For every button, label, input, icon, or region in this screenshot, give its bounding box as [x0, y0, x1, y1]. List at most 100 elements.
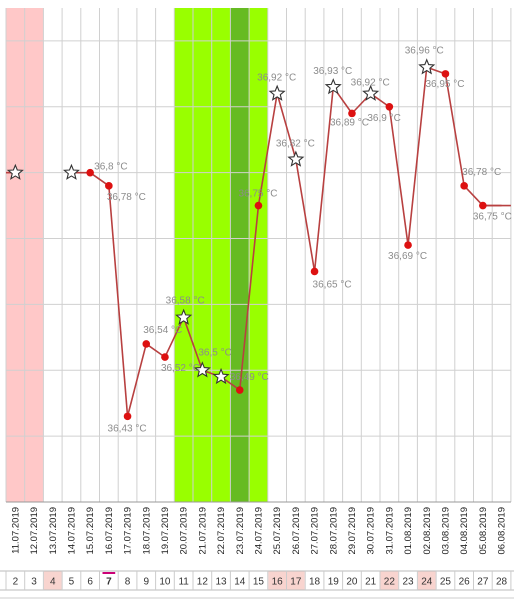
star-point	[193, 361, 211, 378]
cycle-day-label: 2	[13, 577, 19, 588]
data-label: 36,75 °C	[238, 189, 277, 200]
data-label: 36,96 °C	[405, 45, 444, 56]
star-point	[6, 163, 24, 180]
x-tick-label: 19.07.2019	[160, 507, 171, 555]
band-fertile	[174, 8, 268, 502]
data-labels: 36,8 °C 36,78 °C 36,43 °C 36,54 °C 36,52 °C 3…	[94, 45, 512, 434]
x-tick-label: 17.07.2019	[123, 507, 134, 555]
star-point	[212, 367, 230, 385]
series-line	[6, 66, 511, 417]
grid	[5, 8, 512, 503]
day-highlight	[380, 571, 399, 590]
data-label: 36,78 °C	[107, 192, 146, 203]
x-tick-label: 21.07.2019	[197, 507, 208, 555]
x-tick-label: 29.07.2019	[347, 507, 358, 555]
line-segment	[444, 73, 465, 186]
line-segment	[407, 67, 428, 246]
data-label: 36,8 °C	[94, 162, 127, 173]
x-tick-label: 23.07.2019	[235, 507, 246, 555]
x-tick-label: 26.07.2019	[291, 507, 302, 555]
x-axis-dates: 11.07.2019 12.07.2019 13.07.2019 14.07.2019…	[10, 507, 507, 555]
cycle-day-label: 28	[496, 577, 508, 588]
cycle-day-label: 4	[50, 577, 56, 588]
dot-point	[310, 267, 319, 276]
line-segment	[145, 343, 166, 358]
x-tick-label: 02.08.2019	[422, 507, 433, 555]
x-tick-label: 31.07.2019	[384, 507, 395, 555]
data-label: 36,9 °C	[367, 113, 400, 124]
cycle-day-label: 15	[253, 577, 265, 588]
dot-point	[460, 182, 468, 190]
x-tick-label: 13.07.2019	[48, 507, 59, 555]
data-label: 36,93 °C	[313, 66, 352, 77]
x-tick-label: 15.07.2019	[85, 507, 96, 555]
data-label: 36,54 °C	[143, 325, 182, 336]
x-tick-label: 01.08.2019	[403, 507, 414, 555]
data-label: 36,69 °C	[388, 251, 427, 262]
cycle-day-label: 21	[365, 577, 377, 588]
day-highlight	[268, 571, 286, 590]
day-marker-bar	[102, 572, 116, 574]
line-segment	[463, 185, 484, 207]
x-tick-label: 11.07.2019	[10, 507, 21, 554]
cycle-day-label: 22	[384, 577, 396, 588]
x-tick-label: 18.07.2019	[141, 507, 152, 555]
x-tick-label: 25.07.2019	[272, 507, 283, 555]
x-tick-label: 30.07.2019	[366, 507, 377, 555]
cycle-day-label: 19	[328, 577, 340, 588]
x-tick-label: 14.07.2019	[66, 507, 77, 555]
data-label: 36,92 °C	[257, 73, 296, 84]
line-segment	[238, 205, 260, 391]
cycle-day-row: 2 3 4 5 6 7 8 9 10 11 12 13 14 15 16 17 18 19 20 21 22 23 24 25…	[0, 570, 514, 599]
x-tick-label: 27.07.2019	[310, 507, 321, 555]
line-segment	[257, 93, 278, 206]
cycle-day-label: 6	[87, 577, 93, 588]
line-segment	[313, 86, 335, 272]
data-points	[6, 58, 487, 421]
cycle-day-label: 9	[143, 577, 149, 588]
cycle-day-label: 8	[125, 577, 131, 588]
dot-point	[142, 340, 151, 348]
x-tick-label: 22.07.2019	[216, 507, 227, 555]
cycle-day-label: 7	[106, 577, 112, 588]
cycle-day-label: 16	[272, 577, 284, 588]
dot-point	[441, 70, 450, 78]
data-label: 36,52 °C	[161, 363, 200, 374]
data-label: 36,5 °C	[198, 347, 231, 358]
dot-point	[235, 386, 244, 394]
dot-point	[404, 241, 412, 249]
dot-point	[105, 182, 113, 190]
star-point	[62, 163, 80, 180]
day-highlight	[43, 571, 62, 590]
line-segment	[295, 159, 316, 272]
dot-point	[348, 109, 356, 118]
dot-point	[161, 353, 169, 361]
x-tick-label: 03.08.2019	[440, 507, 451, 555]
dot-point	[123, 412, 132, 421]
line-segment	[89, 172, 110, 187]
data-label: 36,92 °C	[351, 78, 390, 89]
star-point	[418, 58, 436, 75]
dot-point	[254, 201, 263, 210]
cycle-day-label: 26	[459, 577, 471, 588]
dot-point	[86, 168, 94, 177]
cycle-day-label: 25	[440, 577, 452, 588]
star-point	[324, 78, 342, 95]
x-tick-label: 04.08.2019	[459, 507, 470, 555]
cycle-day-label: 11	[178, 577, 189, 588]
dot-point	[479, 201, 487, 210]
cycle-day-label: 12	[197, 577, 209, 588]
cycle-day-label: 20	[346, 577, 358, 588]
x-tick-label: 24.07.2019	[253, 507, 264, 555]
cycle-day-label: 24	[421, 577, 433, 588]
x-tick-label: 06.08.2019	[497, 507, 508, 555]
data-label: 36,78 °C	[462, 167, 501, 178]
line-segment	[126, 343, 148, 417]
cycle-day-label: 10	[159, 577, 171, 588]
star-point	[268, 84, 286, 101]
x-tick-label: 20.07.2019	[179, 507, 190, 555]
x-tick-label: 12.07.2019	[29, 507, 40, 555]
data-label: 36,65 °C	[313, 279, 352, 290]
cycle-day-label: 3	[31, 577, 37, 588]
cycle-day-label: 23	[402, 577, 414, 588]
